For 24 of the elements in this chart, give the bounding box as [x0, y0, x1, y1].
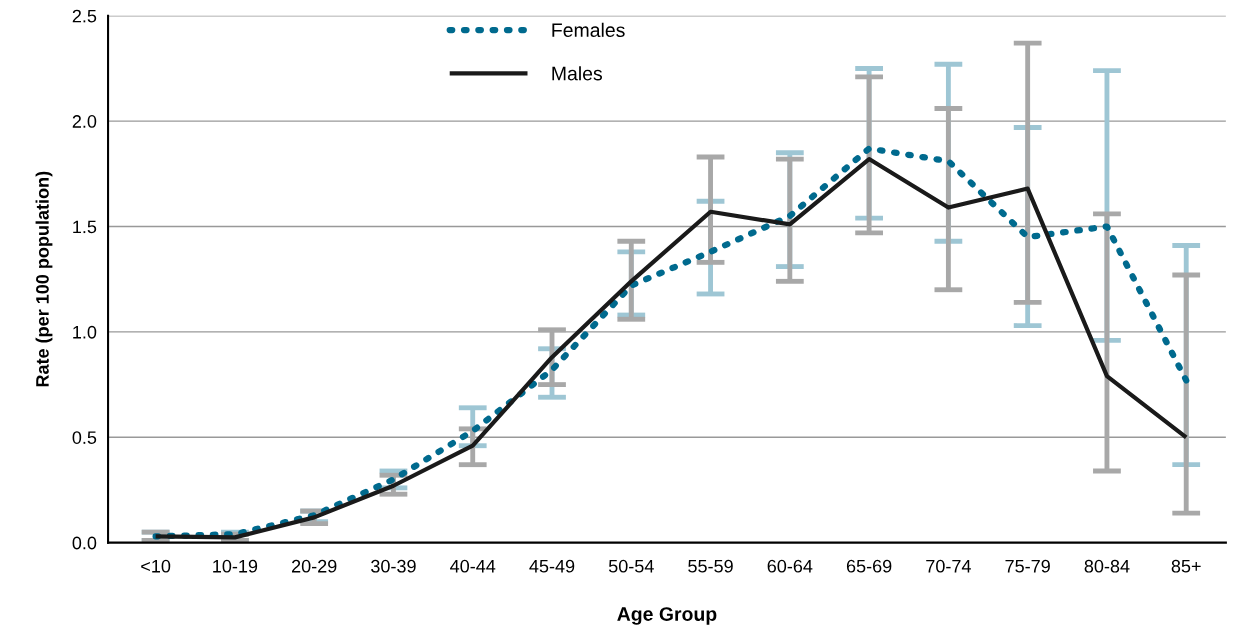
y-tick-label: 2.0 — [72, 115, 97, 128]
y-axis-title: Rate (per 100 population) — [35, 171, 53, 387]
x-tick-label: 30-39 — [371, 559, 416, 573]
x-tick-label: 70-74 — [926, 559, 971, 573]
x-tick-label: 40-44 — [450, 559, 496, 573]
x-axis-title: Age Group — [617, 607, 717, 625]
x-tick-label: <10 — [141, 559, 171, 573]
x-tick-label: 75-79 — [1005, 559, 1050, 573]
x-tick-label: 20-29 — [291, 559, 337, 573]
y-tick-label: 0.5 — [72, 431, 97, 444]
legend-label: Females — [552, 22, 625, 38]
y-tick-label: 1.5 — [73, 220, 97, 234]
y-tick-label: 1.0 — [73, 325, 97, 339]
x-tick-label: 10-19 — [213, 559, 258, 573]
x-tick-label: 65-69 — [846, 559, 892, 573]
x-tick-label: 85+ — [1171, 559, 1201, 573]
x-tick-label: 60-64 — [767, 559, 813, 573]
x-tick-label: 55-59 — [688, 559, 733, 573]
x-tick-label: 80-84 — [1084, 559, 1130, 573]
y-tick-label: 0.0 — [72, 536, 97, 550]
y-tick-label: 2.5 — [72, 9, 97, 23]
x-tick-label: 45-49 — [529, 559, 575, 573]
x-tick-label: 50-54 — [608, 559, 654, 573]
legend-label: Males — [552, 66, 602, 81]
